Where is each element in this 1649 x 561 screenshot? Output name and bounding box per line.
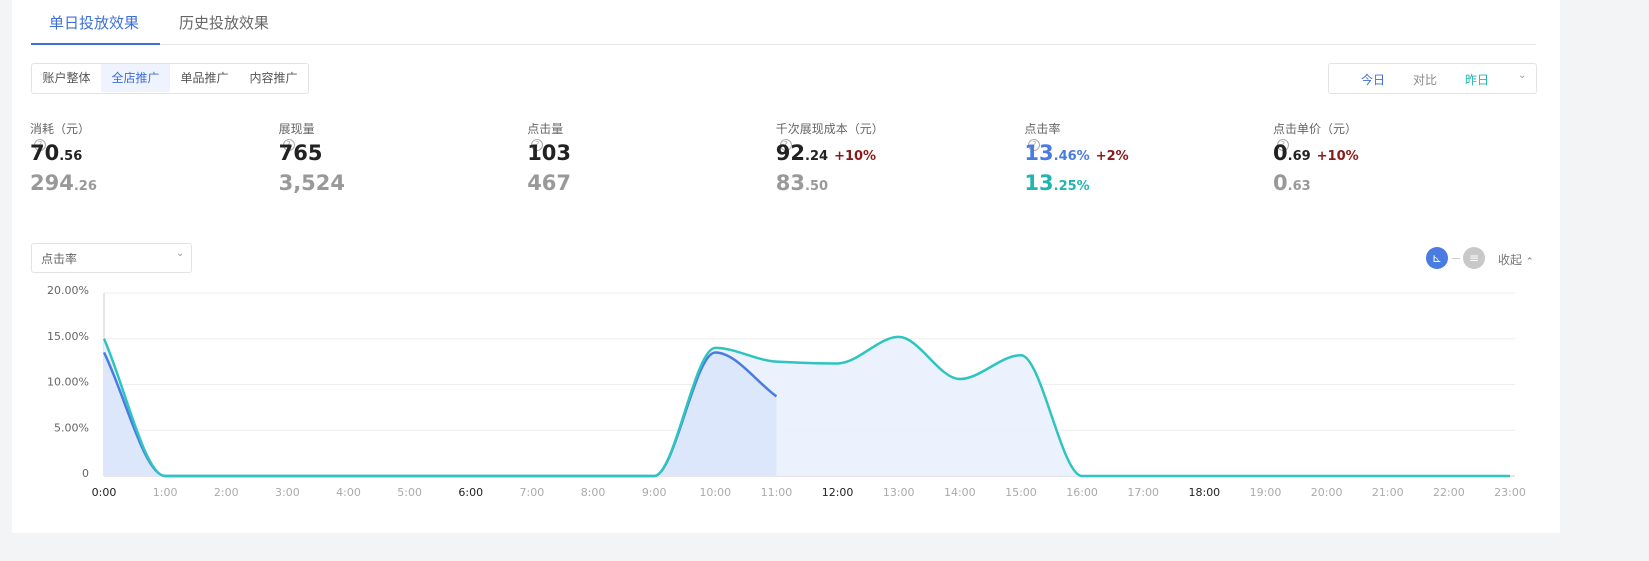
x-tick-label: 6:00 xyxy=(458,486,483,499)
collapse-button[interactable]: 收起 ⌃ xyxy=(1498,253,1534,267)
metric-change: +10% xyxy=(834,149,877,164)
date-option[interactable]: 昨日 xyxy=(1465,73,1490,87)
segment[interactable]: 单品推广 xyxy=(180,71,229,85)
y-tick-label: 10.00% xyxy=(47,376,89,389)
metric-label-row: 点击率? xyxy=(1024,120,1060,151)
metric-current: 13.46% +2% xyxy=(1024,141,1128,165)
metric-change: +2% xyxy=(1095,149,1129,164)
metric-current-value: 0.69 xyxy=(1273,141,1311,165)
x-tick-label: 3:00 xyxy=(275,486,300,499)
metric-label: 展现量 xyxy=(278,122,315,136)
collapse-text: 收起 xyxy=(1498,253,1523,267)
y-tick-label: 5.00% xyxy=(54,421,89,434)
date-control xyxy=(1328,63,1537,94)
metric-current: 765 xyxy=(279,141,323,165)
x-tick-label: 23:00 xyxy=(1494,486,1526,499)
x-tick-label: 10:00 xyxy=(699,486,731,499)
metric-previous: 294.26 xyxy=(30,171,97,195)
x-tick-label: 13:00 xyxy=(883,486,915,499)
metric-current: 103 xyxy=(527,141,571,165)
chart-view-button[interactable]: ⊾ xyxy=(1426,247,1448,269)
metric-change: +10% xyxy=(1316,149,1359,164)
tab[interactable]: 单日投放效果 xyxy=(49,14,140,32)
metric-label-row: 点击单价（元）? xyxy=(1273,120,1357,151)
x-tick-label: 9:00 xyxy=(642,486,667,499)
series-area xyxy=(104,336,1510,476)
separator xyxy=(1452,258,1460,259)
x-tick-label: 2:00 xyxy=(214,486,239,499)
metric-label: 点击量 xyxy=(527,122,564,136)
metric-current-value: 765 xyxy=(278,141,323,165)
metric-label-row: 消耗（元）? xyxy=(30,120,90,151)
x-tick-label: 18:00 xyxy=(1188,486,1220,499)
tab[interactable]: 历史投放效果 xyxy=(179,14,270,32)
metric-label: 点击率 xyxy=(1024,122,1061,136)
x-tick-label: 4:00 xyxy=(336,486,361,499)
x-tick-label: 22:00 xyxy=(1433,486,1465,499)
series-line xyxy=(102,335,1510,478)
x-tick-label: 7:00 xyxy=(520,486,545,499)
y-tick-label: 20.00% xyxy=(47,284,89,297)
metric-label: 消耗（元） xyxy=(30,122,91,136)
x-tick-label: 15:00 xyxy=(1005,486,1037,499)
metric-current: 92.24 +10% xyxy=(776,141,876,165)
x-tick-label: 5:00 xyxy=(397,486,422,499)
segment-group xyxy=(31,63,309,94)
metric-current: 70.56 xyxy=(30,141,82,165)
metric-previous: 467 xyxy=(527,171,572,195)
series-area xyxy=(104,352,777,476)
metric-current-value: 92.24 xyxy=(775,141,829,165)
x-tick-label: 20:00 xyxy=(1311,486,1343,499)
metric-current-value: 13.46% xyxy=(1024,141,1090,165)
y-tick-label: 15.00% xyxy=(47,330,89,343)
help-icon[interactable]: ? xyxy=(1028,139,1041,151)
metric-previous: 3,524 xyxy=(278,171,346,195)
metric-current-value: 103 xyxy=(527,141,572,165)
metric-previous: 13.25% xyxy=(1024,171,1090,195)
x-tick-label: 8:00 xyxy=(581,486,606,499)
x-tick-label: 14:00 xyxy=(944,486,976,499)
help-icon[interactable]: ? xyxy=(779,139,792,151)
segment[interactable]: 账户整体 xyxy=(42,71,91,85)
date-option[interactable]: 今日 xyxy=(1361,73,1386,87)
table-view-button[interactable]: ≡ xyxy=(1463,247,1485,269)
segment[interactable]: 内容推广 xyxy=(249,71,298,85)
help-icon[interactable]: ? xyxy=(34,139,46,151)
x-tick-label: 12:00 xyxy=(822,486,854,499)
help-icon[interactable]: ? xyxy=(282,139,295,151)
x-tick-label: 16:00 xyxy=(1066,486,1098,499)
metric-label: 点击单价（元） xyxy=(1273,122,1358,136)
metric-label-row: 点击量? xyxy=(527,120,563,151)
x-tick-label: 11:00 xyxy=(761,486,793,499)
dropdown-text: 点击率 xyxy=(41,252,78,266)
segment[interactable]: 全店推广 xyxy=(101,64,170,92)
help-icon[interactable]: ? xyxy=(531,139,544,151)
x-tick-label: 19:00 xyxy=(1250,486,1282,499)
tab-underline xyxy=(31,43,160,45)
x-tick-label: 17:00 xyxy=(1127,486,1159,499)
metric-label-row: 展现量? xyxy=(279,120,315,151)
date-option[interactable]: 对比 xyxy=(1413,73,1438,87)
metric-previous: 83.50 xyxy=(775,171,829,195)
y-tick-label: 0 xyxy=(82,467,89,480)
metric-previous: 0.63 xyxy=(1273,171,1311,195)
chevron[interactable]: ⌄ xyxy=(1518,70,1527,81)
tab-divider xyxy=(31,44,1536,45)
x-tick-label: 1:00 xyxy=(153,486,178,499)
x-tick-label: 0:00 xyxy=(92,486,117,499)
x-tick-label: 21:00 xyxy=(1372,486,1404,499)
metric-current: 0.69 +10% xyxy=(1273,141,1359,165)
metric-label-row: 千次展现成本（元）? xyxy=(776,120,884,151)
metric-current-value: 70.56 xyxy=(30,141,83,165)
metric-dropdown[interactable] xyxy=(31,243,192,273)
help-icon[interactable]: ? xyxy=(1277,139,1289,151)
metric-label: 千次展现成本（元） xyxy=(775,122,884,136)
chevron: ⌄ xyxy=(176,248,185,259)
